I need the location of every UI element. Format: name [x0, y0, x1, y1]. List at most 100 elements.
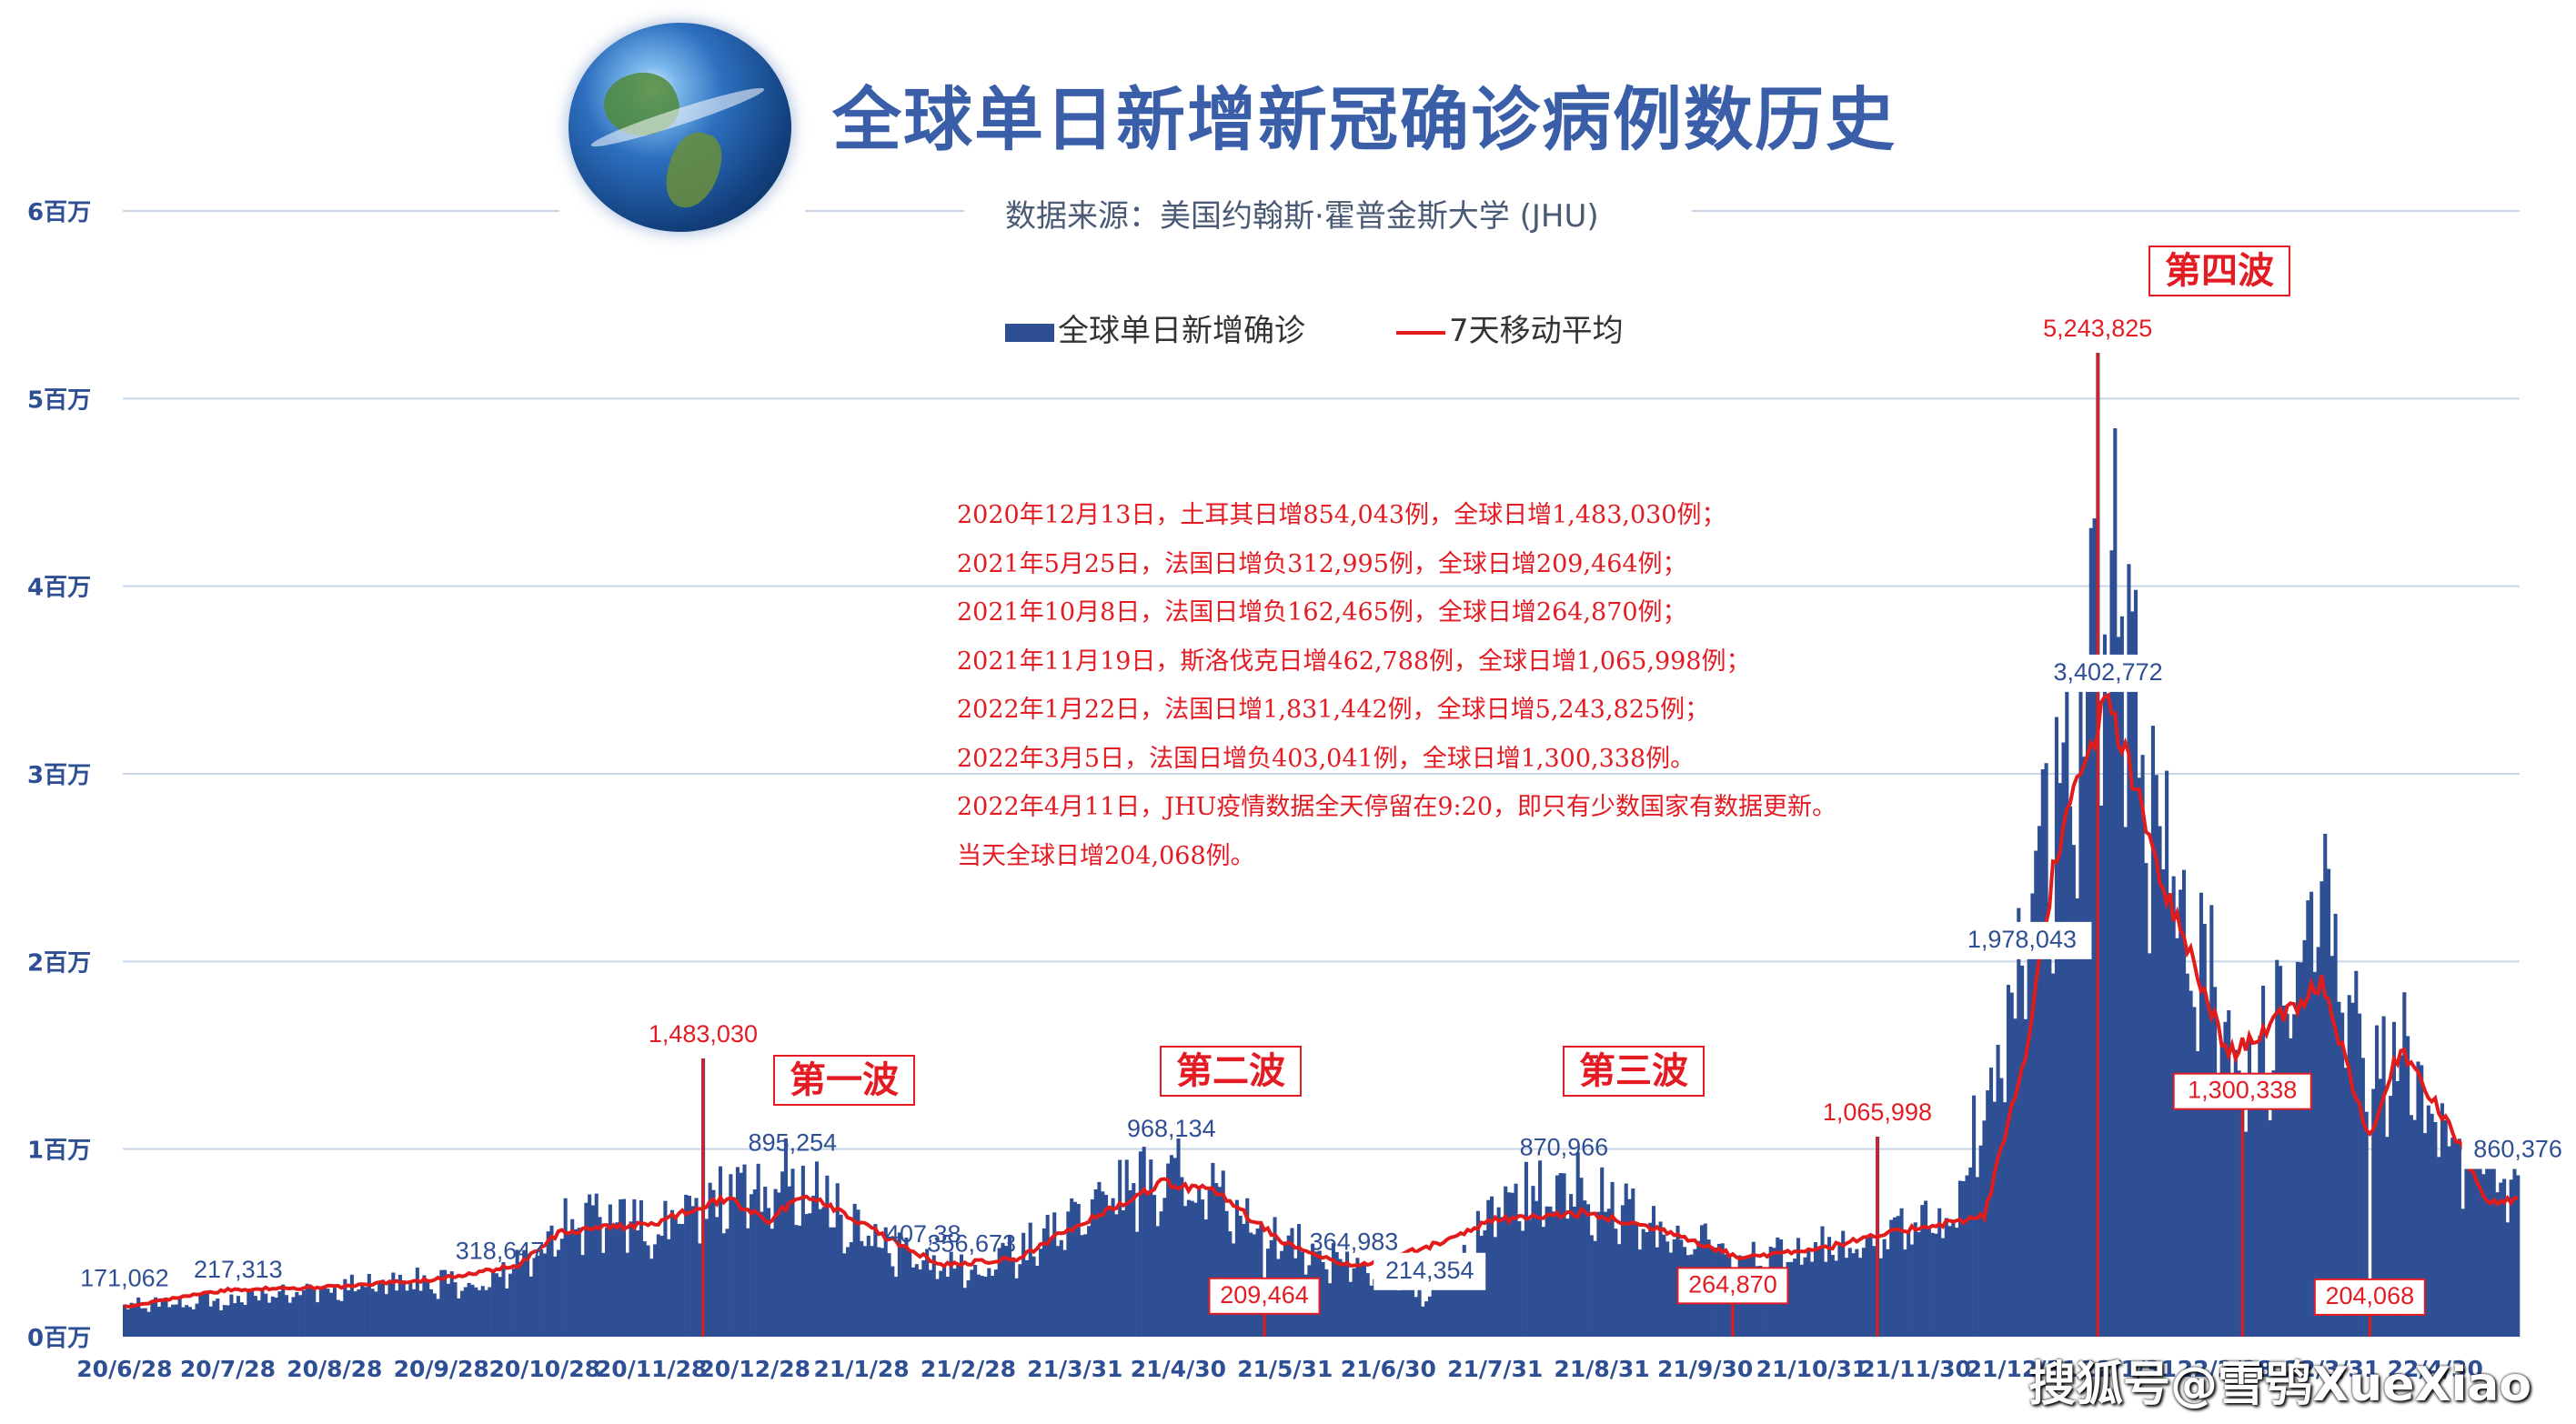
daily-bar [1224, 1210, 1229, 1337]
daily-bar [1090, 1198, 1094, 1337]
daily-bar [2161, 868, 2166, 1337]
daily-bar [1903, 1249, 1907, 1337]
daily-bar [935, 1279, 940, 1337]
daily-bar [1211, 1162, 1215, 1337]
daily-bar [2329, 956, 2334, 1337]
daily-bar [1799, 1264, 1804, 1337]
daily-bar [2258, 1036, 2262, 1337]
daily-bar [783, 1138, 788, 1337]
daily-bar [2137, 777, 2141, 1337]
x-tick-label: 22/3/31 [2284, 1356, 2380, 1382]
daily-bar [1014, 1278, 1019, 1337]
daily-bar [1858, 1258, 1863, 1337]
daily-bar [2168, 898, 2172, 1337]
daily-bar [808, 1213, 812, 1337]
daily-bar [942, 1266, 947, 1337]
daily-bar [1920, 1205, 1925, 1337]
daily-bar [257, 1300, 261, 1337]
daily-bar [198, 1294, 203, 1337]
daily-bar [2350, 1002, 2355, 1337]
annotation-label-box [1374, 1252, 1486, 1290]
daily-bar [1159, 1211, 1163, 1337]
daily-bar [1041, 1228, 1046, 1337]
daily-bar [1342, 1261, 1346, 1337]
daily-bar [1062, 1249, 1067, 1337]
daily-bar [1844, 1258, 1849, 1337]
daily-bar [752, 1188, 757, 1337]
daily-bar [291, 1297, 296, 1337]
daily-bar [2385, 1137, 2390, 1337]
daily-bar [821, 1207, 826, 1337]
legend-line: 7天移动平均 [1396, 306, 1624, 350]
daily-bar [1111, 1198, 1115, 1337]
daily-bar [1937, 1208, 1942, 1337]
daily-bar [239, 1302, 244, 1337]
daily-bar [588, 1194, 592, 1337]
daily-bar [1055, 1246, 1061, 1337]
daily-bar [1101, 1191, 1105, 1337]
daily-bar [1039, 1249, 1043, 1337]
annotation-label: 5,243,825 [2043, 315, 2152, 342]
daily-bar [2474, 1135, 2479, 1337]
daily-bar [226, 1305, 230, 1337]
daily-bar [687, 1195, 691, 1337]
daily-bar [2378, 1078, 2382, 1337]
daily-bar [684, 1194, 689, 1337]
daily-bar [136, 1297, 141, 1337]
daily-bar [997, 1248, 1001, 1337]
daily-bar [2023, 1018, 2028, 1337]
x-tick-label: 21/4/30 [1131, 1356, 1226, 1382]
daily-bar [1944, 1218, 1948, 1337]
daily-bar [326, 1289, 330, 1337]
daily-bar [2092, 518, 2097, 1337]
daily-bar [536, 1255, 540, 1337]
daily-bar [1617, 1244, 1622, 1337]
daily-bar [2374, 1025, 2380, 1337]
daily-bar [1793, 1259, 1797, 1337]
daily-bar [735, 1167, 740, 1337]
daily-bar [1245, 1198, 1250, 1337]
daily-bar [305, 1283, 309, 1337]
daily-bar [1830, 1255, 1835, 1337]
daily-bar [1909, 1244, 1914, 1337]
daily-bar [229, 1294, 234, 1337]
daily-bar [191, 1309, 196, 1337]
daily-bar [646, 1245, 650, 1337]
daily-bar [1414, 1297, 1418, 1337]
daily-bar [2144, 863, 2148, 1337]
daily-bar [146, 1311, 151, 1337]
daily-bar [877, 1247, 881, 1337]
daily-bar [2488, 1162, 2493, 1337]
daily-bar [914, 1264, 919, 1337]
daily-bar [205, 1293, 209, 1337]
daily-bar [2347, 995, 2351, 1337]
daily-bar [1637, 1249, 1642, 1337]
daily-bar [264, 1293, 268, 1337]
daily-bar [866, 1235, 870, 1337]
daily-bar [1070, 1198, 1074, 1337]
daily-bar [777, 1192, 781, 1337]
daily-bar [1589, 1235, 1594, 1337]
daily-bar [2254, 1079, 2259, 1337]
daily-bar [760, 1211, 764, 1337]
daily-bar [1662, 1234, 1666, 1337]
daily-bar [1586, 1204, 1591, 1337]
daily-bar [2302, 939, 2307, 1337]
daily-bar [332, 1288, 337, 1337]
wave-label-1: 第一波 [773, 1055, 915, 1106]
daily-bar [1093, 1189, 1098, 1337]
daily-bar [2133, 589, 2138, 1337]
daily-bar [2512, 1166, 2517, 1337]
daily-bar [453, 1282, 458, 1337]
daily-bar [2275, 959, 2279, 1337]
moving-average-line [124, 692, 2519, 1309]
daily-bar [1610, 1181, 1615, 1337]
daily-bar [2154, 775, 2158, 1337]
annotation-box [2313, 1278, 2426, 1316]
annotation-label: 1,483,030 [649, 1020, 758, 1048]
daily-bar [2406, 1036, 2410, 1337]
daily-bar [150, 1300, 155, 1337]
daily-bar [2358, 1013, 2362, 1337]
daily-bar [1934, 1233, 1938, 1337]
daily-bar [1142, 1147, 1146, 1337]
